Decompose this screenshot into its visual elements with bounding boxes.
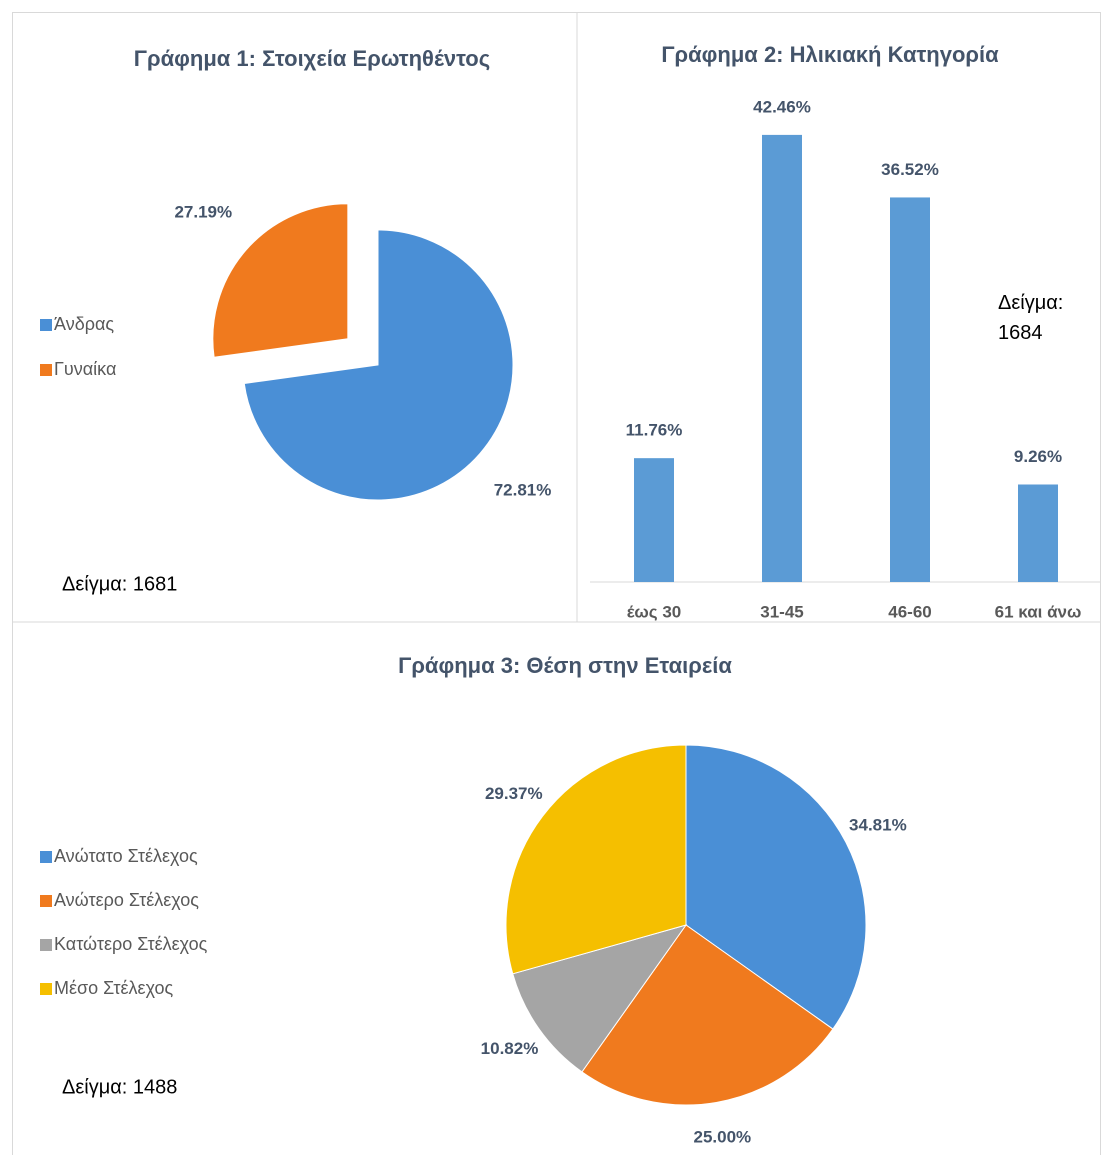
x-tick-label: έως 30 (627, 602, 682, 621)
x-tick-label: 31-45 (760, 602, 803, 621)
data-label: 29.37% (485, 784, 543, 803)
x-tick-label: 46-60 (888, 602, 931, 621)
pie-slice (581, 924, 834, 1106)
legend-label: Ανώτατο Στέλεχος (54, 846, 198, 866)
chart-title: Γράφημα 3: Θέση στην Εταιρεία (398, 653, 732, 678)
note: Δείγμα: 1681 (62, 573, 177, 595)
legend-swatch (40, 983, 52, 995)
legend-swatch (40, 364, 52, 376)
data-label: 25.00% (693, 1127, 751, 1146)
bar (1018, 484, 1058, 582)
bar (890, 197, 930, 582)
legend-label: Γυναίκα (54, 359, 116, 379)
legend-label: Ανώτερο Στέλεχος (54, 890, 199, 910)
data-label: 34.81% (849, 815, 907, 834)
pie-slice (243, 229, 514, 501)
data-label: 27.19% (174, 202, 232, 221)
x-tick-label: 61 και άνω (995, 602, 1082, 621)
note: Δείγμα: 1684 (998, 292, 1064, 344)
legend-swatch (40, 319, 52, 331)
pie-slice (212, 203, 349, 358)
data-label: 72.81% (494, 480, 552, 499)
legend-label: Άνδρας (54, 314, 114, 334)
legend-label: Κατώτερο Στέλεχος (54, 934, 208, 954)
data-label: 9.26% (1014, 447, 1062, 466)
chart-title: Γράφημα 2: Ηλικιακή Κατηγορία (661, 42, 999, 67)
pie-slice (505, 744, 687, 975)
bar (762, 134, 802, 583)
data-label: 10.82% (481, 1039, 539, 1058)
legend-swatch (40, 939, 52, 951)
legend-label: Μέσο Στέλεχος (54, 978, 174, 998)
chart-title: Γράφημα 1: Στοιχεία Ερωτηθέντος (134, 46, 490, 71)
data-label: 36.52% (881, 160, 939, 179)
note: Δείγμα: 1488 (62, 1076, 177, 1098)
legend-swatch (40, 851, 52, 863)
legend-swatch (40, 895, 52, 907)
bar (634, 458, 674, 582)
frame (12, 12, 1101, 1155)
pie-slice (685, 744, 867, 1030)
data-label: 42.46% (753, 97, 811, 116)
data-label: 11.76% (626, 421, 683, 440)
